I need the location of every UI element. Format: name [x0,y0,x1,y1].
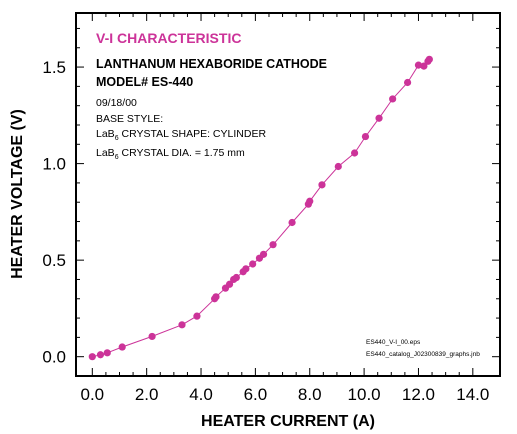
data-point [350,149,359,157]
model-number: MODEL# ES-440 [96,75,193,89]
series-line [92,59,430,358]
data-points [88,55,433,361]
data-point [318,181,326,189]
data-point [118,343,126,351]
data-point [225,280,234,288]
chart-title: V-I CHARACTERISTIC [96,30,241,46]
y-tick-label: 1.0 [42,155,66,174]
crystal-shape-label: LaB6 CRYSTAL SHAPE: CYLINDER [96,128,266,142]
cathode-name: LANTHANUM HEXABORIDE CATHODE [96,57,327,71]
x-axis-title: HEATER CURRENT (A) [201,413,375,430]
x-tick-label: 14.0 [456,385,489,404]
crystal-dia-label: LaB6 CRYSTAL DIA. = 1.75 mm [96,147,245,161]
y-axis-title: HEATER VOLTAGE (V) [9,109,26,279]
data-point [193,312,201,320]
data-point [242,265,250,273]
data-point [103,349,111,357]
file-name-eps: ES440_V-I_00.eps [366,339,421,346]
data-point [403,78,412,87]
x-tick-label: 12.0 [402,385,435,404]
data-point [232,273,240,282]
data-point [259,250,268,258]
y-tick-label: 1.5 [42,58,66,77]
data-point [212,293,220,301]
base-style-label: BASE STYLE: [96,113,163,125]
x-tick-label: 10.0 [348,385,381,404]
x-tick-label: 6.0 [244,385,268,404]
annotation-block: V-I CHARACTERISTIC LANTHANUM HEXABORIDE … [96,30,480,358]
data-point [96,351,105,359]
file-name-jnb: ES440_catalog_J02300839_graphs.jnb [366,351,480,358]
plot-frame [75,12,501,377]
x-tick-label: 8.0 [298,385,322,404]
data-point [148,332,156,341]
data-point [361,132,370,141]
data-point [375,114,383,122]
y-tick-label: 0.5 [42,251,66,270]
data-point [288,218,296,227]
data-point [420,62,428,70]
x-tick-label: 0.0 [80,385,104,404]
data-point [249,260,257,268]
date-label: 09/18/00 [96,97,137,109]
data-point [178,321,186,329]
data-point [425,55,433,63]
x-tick-label: 2.0 [135,385,159,404]
y-tick-label: 0.0 [42,348,66,367]
data-point [269,241,277,249]
data-point [306,197,314,205]
data-point [334,162,342,171]
data-point [88,353,96,361]
data-point [414,61,423,69]
tick-labels: 0.0 2.0 4.0 6.0 8.0 10.0 12.0 14.0 0.0 0.5 1.0 1.5 [42,58,489,404]
data-point [389,95,397,103]
x-tick-label: 4.0 [189,385,213,404]
axis-ticks [76,13,500,376]
